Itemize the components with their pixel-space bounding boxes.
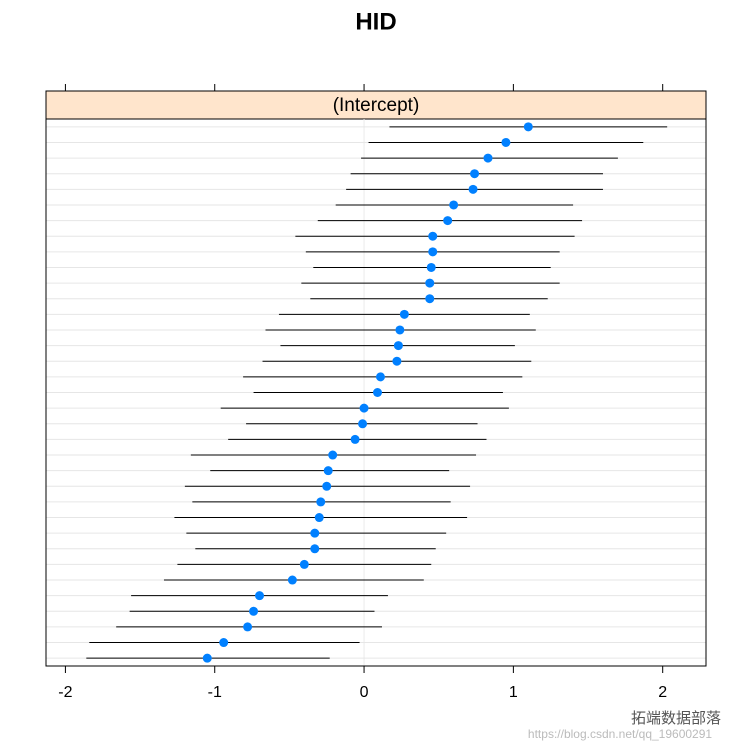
frame	[45, 90, 707, 667]
point	[483, 153, 493, 163]
point	[426, 262, 436, 272]
point	[399, 309, 409, 319]
point	[425, 294, 435, 304]
point	[323, 466, 333, 476]
watermark-url: https://blog.csdn.net/qq_19600291	[528, 727, 712, 741]
point	[202, 653, 212, 663]
point	[523, 122, 533, 132]
point	[310, 544, 320, 554]
point	[322, 481, 332, 491]
point	[314, 513, 324, 523]
point	[375, 372, 385, 382]
point	[243, 622, 253, 632]
x-tick-label: 1	[509, 684, 518, 701]
plot-area	[46, 119, 706, 666]
point	[428, 247, 438, 257]
x-tick-label: -1	[208, 684, 222, 701]
point	[392, 356, 402, 366]
strip-label: (Intercept)	[333, 95, 420, 116]
point	[328, 450, 338, 460]
x-tick-label: 0	[360, 684, 369, 701]
point	[470, 169, 480, 179]
point	[219, 638, 229, 648]
point	[299, 559, 309, 569]
point	[501, 137, 511, 147]
point	[358, 419, 368, 429]
point	[372, 388, 382, 397]
point	[443, 216, 453, 226]
point	[393, 341, 403, 351]
chart-title: HID	[355, 8, 396, 35]
point	[287, 575, 297, 585]
point	[425, 278, 435, 288]
point	[428, 231, 438, 241]
point	[359, 403, 369, 413]
point	[255, 591, 265, 601]
point	[395, 325, 405, 335]
point	[468, 184, 478, 194]
point	[449, 200, 459, 210]
watermark-brand: 拓端数据部落	[631, 710, 721, 727]
x-tick-label: -2	[58, 684, 72, 701]
strip	[45, 90, 707, 120]
point	[310, 528, 320, 538]
x-tick-label: 2	[658, 684, 667, 701]
point	[316, 497, 326, 507]
point	[249, 606, 259, 616]
point	[350, 434, 360, 444]
